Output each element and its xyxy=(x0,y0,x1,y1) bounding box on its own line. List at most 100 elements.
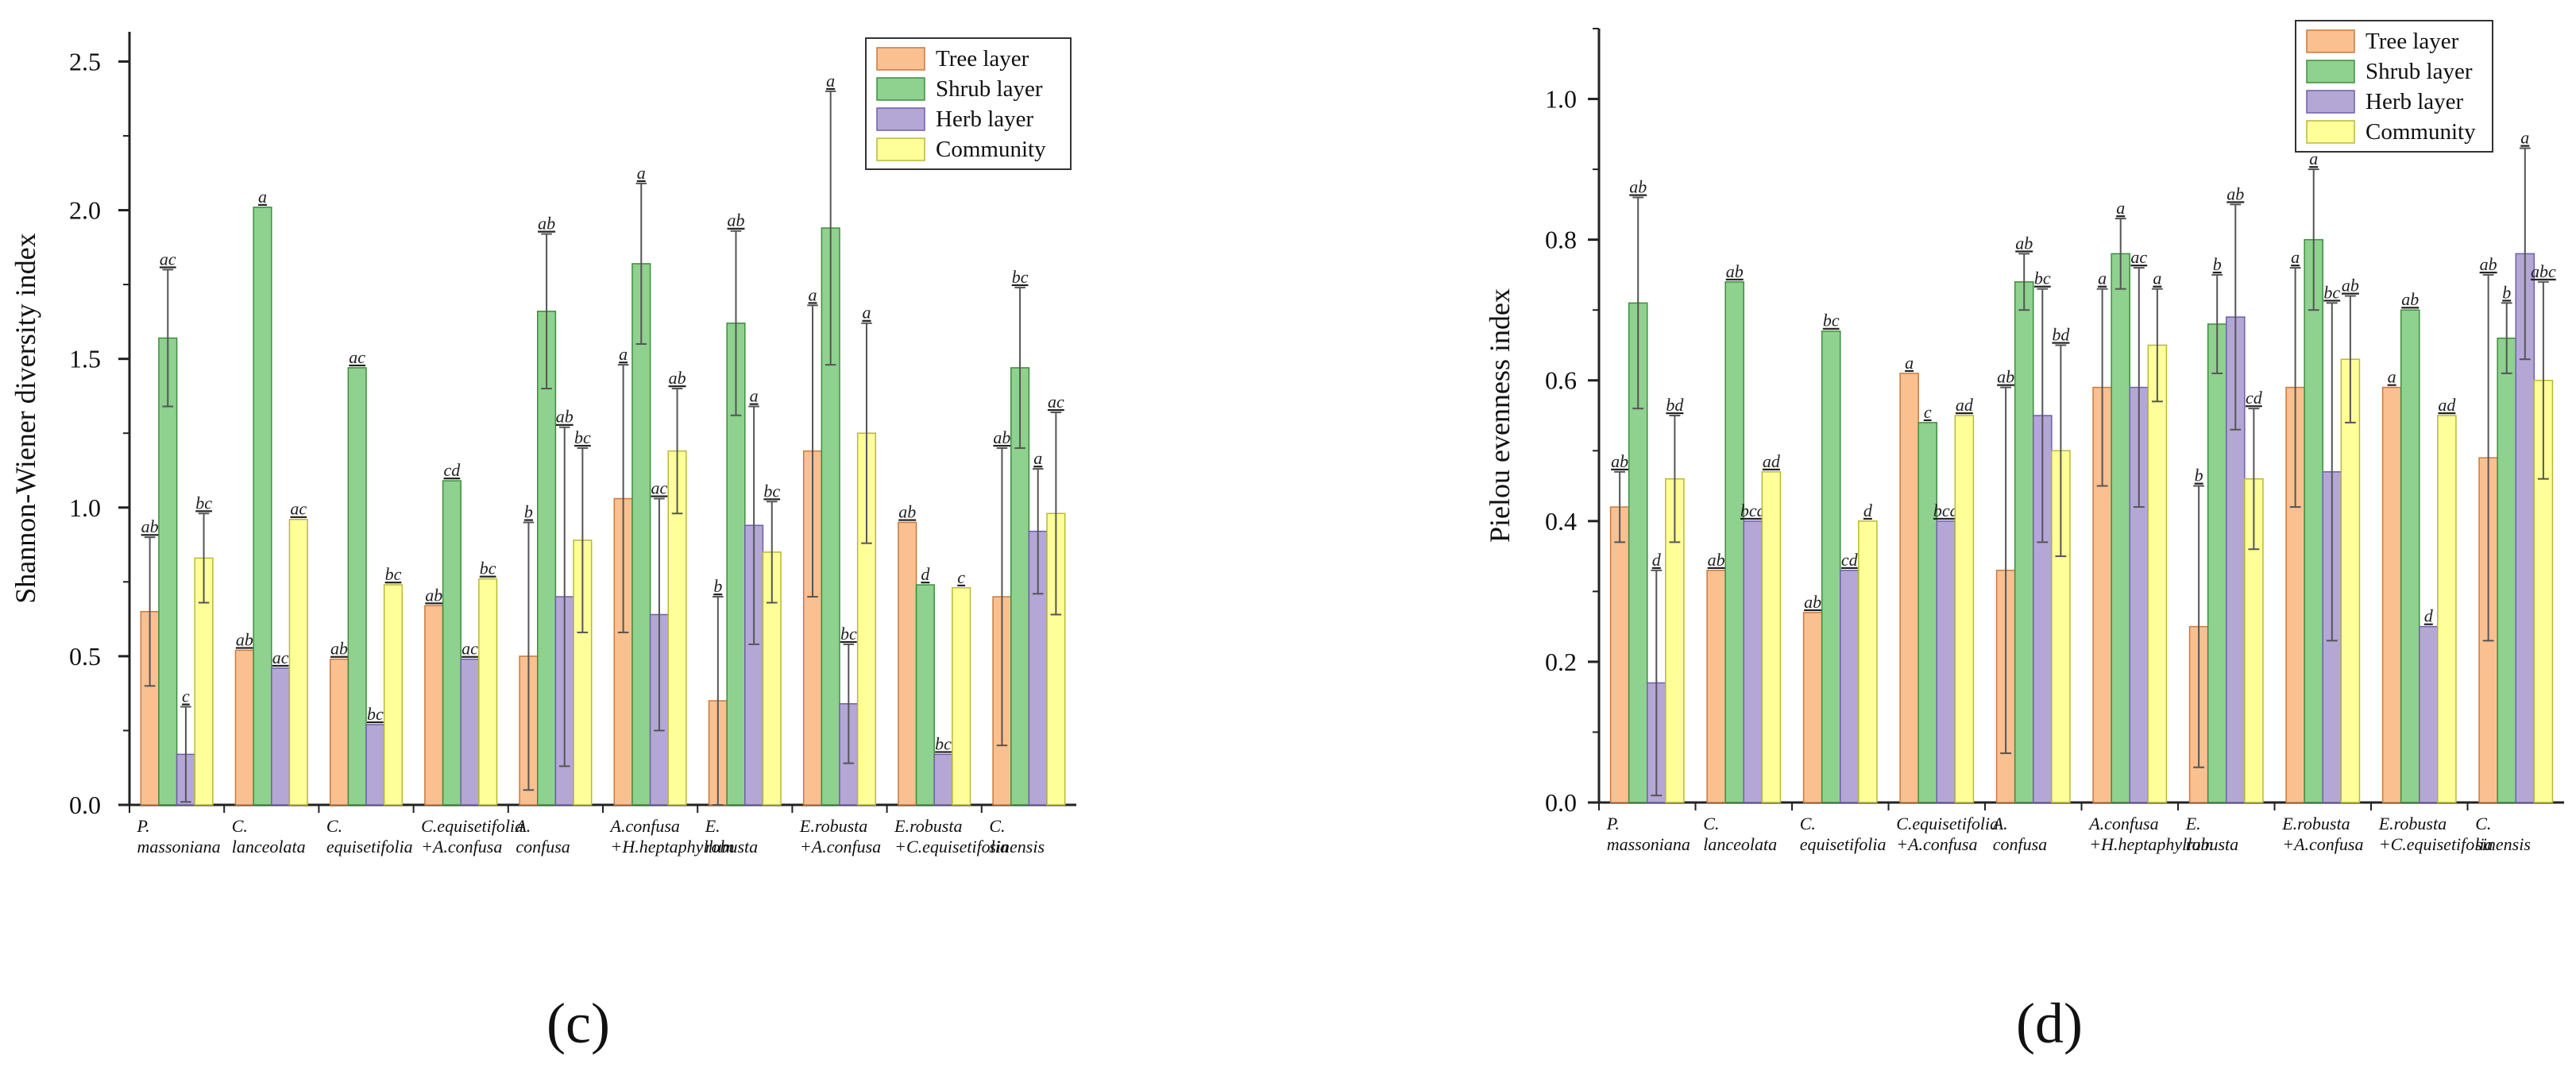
significance-label: ab xyxy=(556,407,574,427)
chart-panel-c: 0.0 0.5 1.0 1.5 2.0 2.5 Shannon-Wiener diversi… xyxy=(10,32,1076,1055)
x-tick-label: +A.confusa xyxy=(421,837,502,857)
bar-shrub xyxy=(2304,238,2324,803)
significance-label: bc xyxy=(480,559,496,578)
significance-label: bc xyxy=(385,564,402,584)
significance-label: ac xyxy=(2130,247,2147,267)
significance-label: bc xyxy=(763,481,780,501)
bar-shrub xyxy=(158,337,178,806)
legend-swatch-herb xyxy=(2306,90,2355,114)
significance-label: a xyxy=(2520,128,2529,148)
y-tick-label: 0.0 xyxy=(1545,788,1577,817)
significance-label: d xyxy=(1652,550,1662,570)
legend-label-tree: Tree layer xyxy=(2366,29,2459,54)
y-axis-label: Pielou evenness index xyxy=(1484,288,1516,543)
bar-shrub xyxy=(442,480,462,806)
legend-swatch-community xyxy=(2306,120,2355,144)
significance-label: c xyxy=(1924,402,1932,422)
bar-shrub xyxy=(631,263,651,806)
bar-community xyxy=(952,587,971,806)
bar-tree xyxy=(424,605,444,806)
significance-label: ac xyxy=(651,478,668,498)
x-tick-label: A.confusa xyxy=(2087,814,2158,833)
significance-label: ab xyxy=(425,585,442,605)
x-tick-label: A.confusa xyxy=(609,816,680,836)
bar-tree xyxy=(1609,506,1630,803)
legend-swatch-community xyxy=(876,137,925,161)
x-tick-label: C. xyxy=(326,816,342,836)
bar-shrub xyxy=(2207,323,2227,803)
x-tick-label: equisetifolia xyxy=(326,837,413,857)
significance-label: ac xyxy=(290,499,307,519)
legend-label-tree: Tree layer xyxy=(936,46,1029,72)
legend-label-community: Community xyxy=(936,137,1046,162)
bar-community xyxy=(2437,415,2457,803)
significance-label: b xyxy=(524,501,533,521)
bar-community xyxy=(2340,358,2361,803)
significance-label: d xyxy=(921,564,930,584)
significance-label: ac xyxy=(272,648,289,667)
legend-swatch-tree xyxy=(876,47,925,71)
significance-label: bc xyxy=(367,704,384,724)
significance-label: b xyxy=(2195,466,2203,485)
x-tick-label: C. xyxy=(232,816,248,836)
x-tick-label: confusa xyxy=(516,837,570,857)
bar-herb xyxy=(460,658,480,806)
y-tick-label: 0.0 xyxy=(69,791,101,819)
bar-herb xyxy=(1840,570,1860,803)
x-tick-label: C. xyxy=(989,816,1005,836)
y-tick-label: 2.5 xyxy=(69,47,101,75)
x-tick-label: confusa xyxy=(1993,834,2047,854)
x-tick-label: E.robusta xyxy=(2281,814,2350,833)
y-tick-label: 0.4 xyxy=(1545,507,1577,536)
significance-label: ab xyxy=(669,368,686,388)
x-tick-label: A. xyxy=(1991,814,2008,833)
bar-herb xyxy=(933,753,953,806)
bar-herb xyxy=(365,724,385,806)
x-tick-label: P. xyxy=(137,816,150,836)
y-tick-label: 0.8 xyxy=(1545,226,1577,254)
bar-community xyxy=(1761,471,1782,803)
significance-label: a xyxy=(2309,149,2318,168)
significance-label: b xyxy=(713,576,722,596)
significance-label: a xyxy=(2388,367,2396,387)
significance-label: a xyxy=(637,163,646,183)
significance-label: bc xyxy=(1012,267,1029,287)
x-tick-label: robusta xyxy=(2186,834,2238,854)
bar-shrub xyxy=(1724,281,1745,803)
significance-label: ac xyxy=(349,347,365,367)
bar-tree xyxy=(1899,373,1919,803)
significance-label: a xyxy=(2098,269,2107,288)
y-tick-label: 2.0 xyxy=(69,196,101,225)
bar-community xyxy=(478,578,498,806)
significance-label: d xyxy=(1863,501,1873,520)
bar-community xyxy=(1954,415,1975,803)
significance-label: a xyxy=(2116,198,2125,218)
panel-label: (c) xyxy=(546,992,610,1055)
x-tick-label: massoniana xyxy=(137,837,221,857)
significance-label: a xyxy=(750,386,759,406)
legend-label-herb: Herb layer xyxy=(936,106,1034,132)
x-tick-label: sinensis xyxy=(2475,834,2531,854)
x-tick-label: C.equisetifolia xyxy=(1896,814,1999,833)
significance-label: ab xyxy=(1997,367,2014,387)
x-tick-label: C. xyxy=(2475,814,2491,833)
x-tick-label: E.robusta xyxy=(2378,814,2447,833)
bar-shrub xyxy=(1821,330,1841,803)
significance-label: cd xyxy=(2246,388,2263,408)
significance-label: cd xyxy=(443,460,461,480)
significance-label: a xyxy=(258,187,267,207)
bar-shrub xyxy=(2111,253,2131,803)
significance-label: ab xyxy=(727,211,744,230)
significance-label: a xyxy=(619,344,628,364)
significance-label: ab xyxy=(2015,233,2033,253)
x-tick-label: +H.heptaphyllum xyxy=(2089,834,2213,854)
bar-tree xyxy=(1802,612,1823,803)
significance-label: ad xyxy=(1763,451,1781,471)
x-tick-label: A. xyxy=(514,816,531,836)
legend-label-shrub: Shrub layer xyxy=(936,76,1043,102)
significance-label: ac xyxy=(462,639,478,659)
significance-label: bc xyxy=(840,624,857,644)
significance-label: bc xyxy=(935,733,952,753)
y-tick-label: 0.5 xyxy=(69,642,101,671)
